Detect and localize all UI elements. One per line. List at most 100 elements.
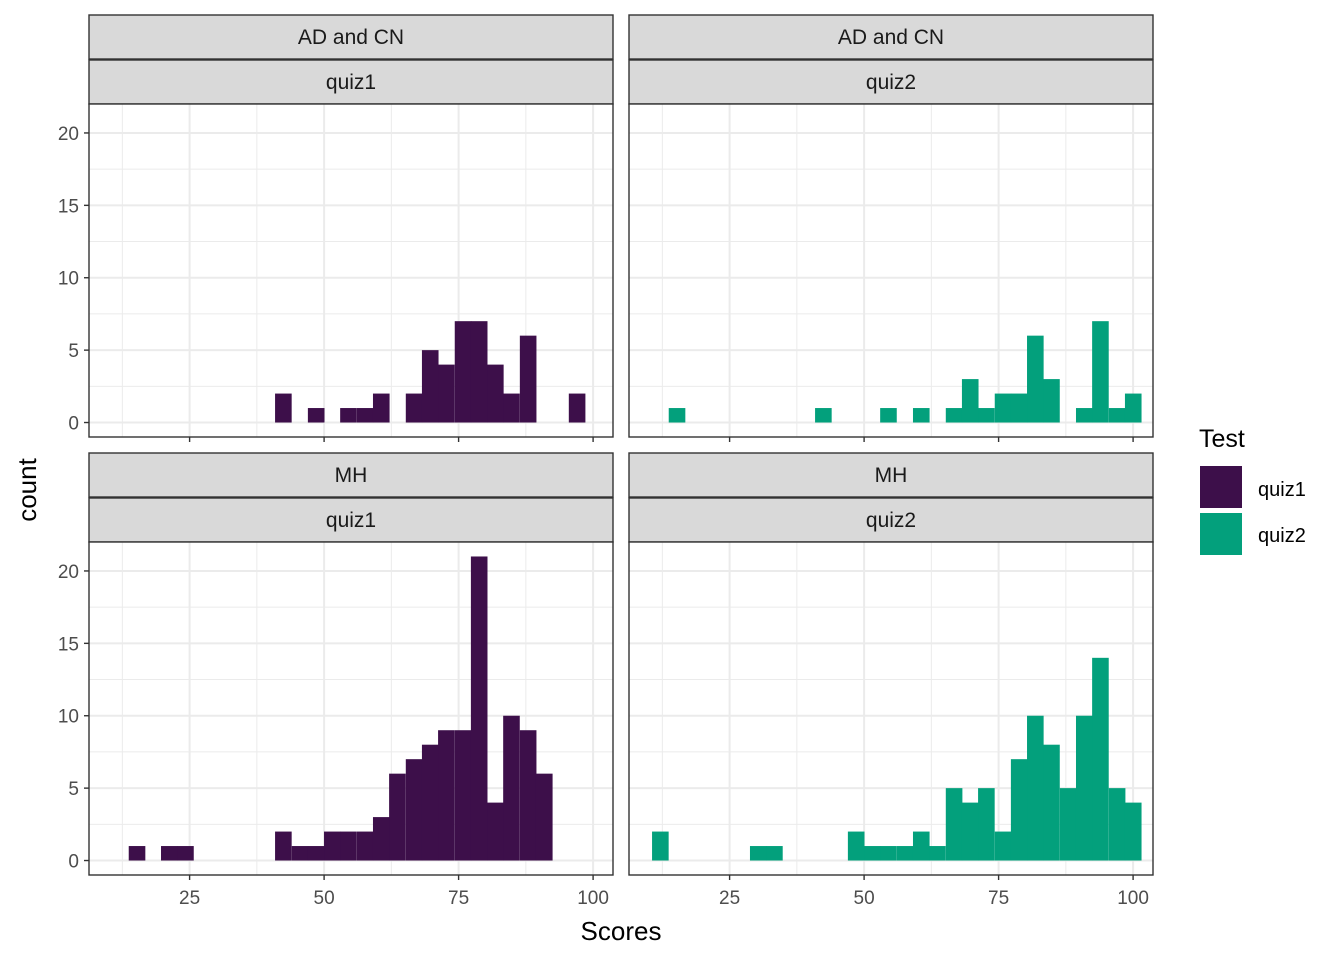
strip-test-label: quiz1 bbox=[326, 509, 376, 532]
strip-test-background bbox=[88, 59, 614, 105]
histogram-bar bbox=[978, 788, 995, 861]
histogram-bar bbox=[1092, 321, 1109, 423]
y-tick-label: 15 bbox=[58, 634, 79, 655]
histogram-bar bbox=[929, 846, 946, 861]
histogram-bar bbox=[1043, 744, 1060, 861]
histogram-bar bbox=[405, 759, 423, 861]
histogram-bar bbox=[1059, 788, 1077, 861]
histogram-bar bbox=[880, 846, 897, 861]
histogram-bar bbox=[749, 846, 767, 861]
histogram-bar bbox=[1075, 715, 1093, 861]
histogram-bar bbox=[945, 788, 963, 861]
axis-ticks-layer: 0 5 10 15 20 0 5 10 15 20 25 50 75 100 25 50 75 100 bbox=[58, 124, 1149, 909]
strip-group-background bbox=[628, 452, 1154, 498]
x-tick-label: 100 bbox=[577, 888, 609, 909]
histogram-bar bbox=[847, 831, 865, 861]
y-tick-label: 20 bbox=[58, 562, 79, 583]
histogram-bar bbox=[487, 802, 504, 861]
histogram-bar bbox=[275, 831, 292, 861]
histogram-bar bbox=[1010, 393, 1028, 423]
histogram-bar bbox=[161, 846, 178, 861]
legend-label-quiz2: quiz2 bbox=[1258, 525, 1306, 547]
histogram-bar bbox=[389, 773, 406, 861]
strip-group-background bbox=[88, 452, 614, 498]
legend-key-quiz1 bbox=[1200, 466, 1242, 508]
histogram-bar bbox=[912, 408, 930, 423]
histogram-bar bbox=[668, 408, 686, 423]
strip-group-background bbox=[88, 14, 614, 60]
histogram-bar bbox=[487, 364, 504, 423]
histogram-bar bbox=[372, 817, 390, 861]
strip-test-label: quiz2 bbox=[866, 509, 916, 532]
histogram-bar bbox=[438, 730, 455, 861]
histogram-bar bbox=[961, 379, 979, 423]
strip-group-label: AD and CN bbox=[838, 26, 944, 49]
histogram-bar bbox=[1124, 393, 1142, 423]
strip-test-background bbox=[628, 59, 1154, 105]
histogram-bar bbox=[324, 831, 341, 861]
histogram-bar bbox=[421, 350, 439, 423]
panel-border bbox=[628, 103, 1154, 438]
histogram-bar bbox=[568, 393, 586, 423]
histogram-bar bbox=[128, 846, 146, 861]
x-axis-title: Scores bbox=[581, 916, 662, 946]
panel-2: AD and CN quiz2 bbox=[628, 14, 1154, 438]
histogram-bar bbox=[1043, 379, 1060, 423]
panel-border bbox=[88, 103, 614, 438]
histogram-bar bbox=[470, 556, 488, 861]
x-tick-label: 75 bbox=[448, 888, 469, 909]
panel-border bbox=[628, 541, 1154, 876]
histogram-bar bbox=[454, 321, 472, 423]
histogram-bar bbox=[1027, 715, 1044, 861]
histogram-bar bbox=[766, 846, 783, 861]
histogram-bar bbox=[994, 831, 1012, 861]
histogram-bar bbox=[1075, 408, 1093, 423]
histogram-bar bbox=[880, 408, 897, 423]
histogram-bar bbox=[1124, 802, 1142, 861]
histogram-bar bbox=[177, 846, 194, 861]
histogram-bar bbox=[356, 831, 374, 861]
histogram-bar bbox=[405, 393, 423, 423]
x-tick-label: 50 bbox=[314, 888, 335, 909]
histogram-bar bbox=[438, 364, 455, 423]
x-tick-label: 25 bbox=[719, 888, 740, 909]
histogram-bar bbox=[307, 846, 325, 861]
y-tick-label: 0 bbox=[68, 852, 79, 873]
histogram-bar bbox=[307, 408, 325, 423]
legend-label-quiz1: quiz1 bbox=[1258, 479, 1306, 501]
strip-test-label: quiz2 bbox=[866, 71, 916, 94]
histogram-bar bbox=[994, 393, 1012, 423]
y-tick-label: 5 bbox=[68, 341, 79, 362]
histogram-bar bbox=[945, 408, 963, 423]
y-axis-title: count bbox=[12, 457, 42, 521]
strip-group-background bbox=[628, 14, 1154, 60]
histogram-bar bbox=[1108, 408, 1126, 423]
strip-test-label: quiz1 bbox=[326, 71, 376, 94]
histogram-bar bbox=[978, 408, 995, 423]
y-tick-label: 20 bbox=[58, 124, 79, 145]
strip-group-label: AD and CN bbox=[298, 26, 404, 49]
legend-key-quiz2 bbox=[1200, 513, 1242, 555]
histogram-bar bbox=[1092, 657, 1109, 861]
legend: Test quiz1 quiz2 bbox=[1199, 425, 1306, 555]
panels-layer: AD and CN quiz1 AD and CN quiz2 MH quiz1 MH qui… bbox=[88, 14, 1154, 876]
y-tick-label: 0 bbox=[68, 414, 79, 435]
histogram-bar bbox=[340, 831, 357, 861]
strip-test-background bbox=[628, 497, 1154, 543]
y-tick-label: 15 bbox=[58, 196, 79, 217]
panel-background bbox=[629, 104, 1153, 437]
y-tick-label: 10 bbox=[58, 707, 79, 728]
histogram-bar bbox=[1010, 759, 1028, 861]
panel-3: MH quiz1 bbox=[88, 452, 614, 876]
panel-border bbox=[88, 541, 614, 876]
histogram-bar bbox=[1027, 335, 1044, 423]
histogram-bar bbox=[291, 846, 309, 861]
histogram-bar bbox=[961, 802, 979, 861]
histogram-bar bbox=[519, 335, 537, 423]
strip-group-label: MH bbox=[875, 464, 908, 487]
histogram-bar bbox=[372, 393, 390, 423]
histogram-bar bbox=[1108, 788, 1126, 861]
histogram-bar bbox=[864, 846, 881, 861]
x-tick-label: 25 bbox=[179, 888, 200, 909]
